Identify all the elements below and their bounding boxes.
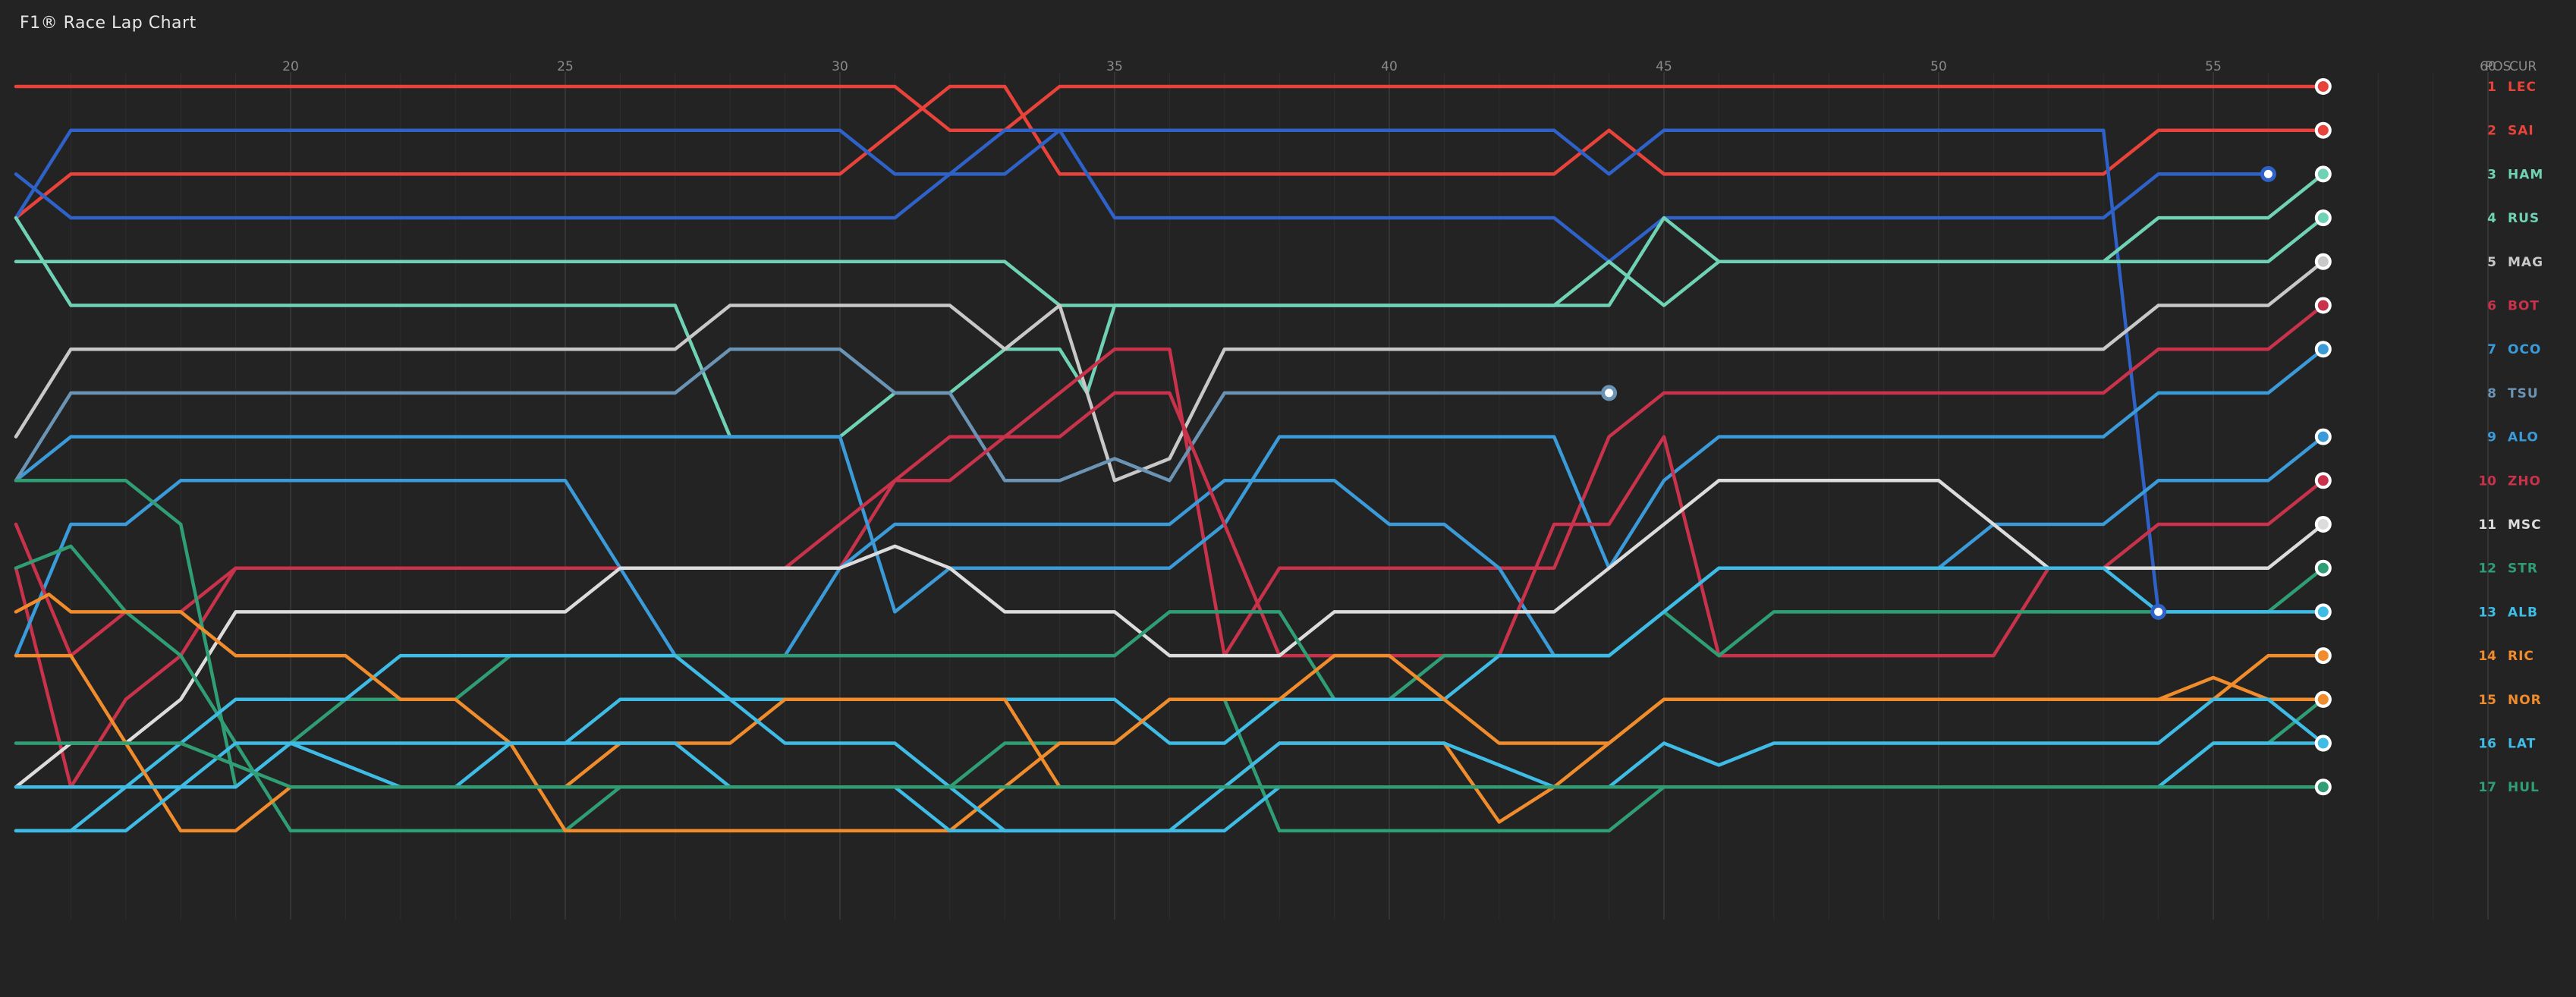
legend-driver-code: LEC [2508, 80, 2537, 95]
driver-line [14, 172, 2326, 439]
finish-marker [2314, 559, 2332, 577]
finish-marker [2314, 690, 2332, 708]
x-tick-label: 20 [282, 59, 299, 74]
legend-position: 17 [2478, 780, 2496, 795]
legend-driver-code: NOR [2508, 693, 2542, 708]
legend-position: 3 [2487, 167, 2496, 182]
legend-position: 12 [2478, 561, 2496, 577]
legend-position: 10 [2478, 473, 2496, 489]
legend-position: 1 [2487, 80, 2496, 95]
legend-driver-code: TSU [2508, 386, 2539, 401]
driver-line [14, 347, 1611, 483]
x-tick-label: 50 [1930, 59, 1947, 74]
finish-marker [2314, 341, 2332, 358]
legend-position: 16 [2478, 737, 2496, 752]
legend-driver-code: SAI [2508, 124, 2534, 139]
legend-driver-code: LAT [2508, 737, 2536, 752]
legend-position: 8 [2487, 386, 2496, 401]
finish-marker [2314, 297, 2332, 314]
legend-driver-code: STR [2508, 561, 2538, 577]
legend-driver-code: MSC [2508, 517, 2542, 533]
legend-position: 9 [2487, 430, 2496, 445]
finish-marker [2314, 209, 2332, 227]
driver-line [14, 215, 2326, 307]
chart-title: F1® Race Lap Chart [20, 14, 197, 33]
finish-marker [2314, 121, 2332, 139]
legend-position: 5 [2487, 255, 2496, 270]
finish-marker [2314, 78, 2332, 95]
finish-marker [2314, 165, 2332, 183]
x-tick-label: 35 [1106, 59, 1123, 74]
retired-marker [2260, 165, 2276, 182]
driver-line [14, 259, 2326, 483]
retired-marker [1601, 385, 1618, 401]
legend-driver-code: MAG [2508, 255, 2543, 270]
driver-line [14, 741, 2326, 789]
legend-driver-code: ALO [2508, 430, 2539, 445]
legend-driver-code: RUS [2508, 211, 2540, 226]
legend-position: 14 [2478, 649, 2496, 664]
x-tick-label: 25 [557, 59, 574, 74]
finish-marker [2314, 516, 2332, 533]
legend-position: 6 [2487, 299, 2496, 314]
x-tick-label: 40 [1381, 59, 1398, 74]
driver-line [14, 84, 2326, 132]
legend-position: 11 [2478, 517, 2496, 533]
legend-driver-code: BOT [2508, 299, 2540, 314]
cur-header: CUR [2509, 59, 2537, 74]
driver-line [14, 128, 2270, 264]
legend-driver-code: HAM [2508, 167, 2543, 182]
finish-marker [2314, 734, 2332, 752]
legend-position: 4 [2487, 211, 2496, 226]
legend-driver-code: OCO [2508, 342, 2541, 357]
driver-line [14, 84, 2326, 220]
legend-driver-code: RIC [2508, 649, 2534, 664]
x-tick-label: 45 [1656, 59, 1672, 74]
x-tick-label: 55 [2205, 59, 2222, 74]
driver-line [14, 391, 2326, 658]
legend-position: 13 [2478, 605, 2496, 620]
driver-line [14, 566, 2326, 789]
legend-position: 7 [2487, 342, 2496, 357]
legend-driver-code: HUL [2508, 780, 2540, 795]
finish-marker [2314, 253, 2332, 270]
legend-driver-code: ALB [2508, 605, 2538, 620]
finish-marker [2314, 472, 2332, 489]
legend-position: 15 [2478, 693, 2496, 708]
driver-line [14, 479, 2326, 789]
finish-marker [2314, 647, 2332, 665]
legend-position: 2 [2487, 124, 2496, 139]
x-tick-label: 30 [832, 59, 848, 74]
legend-driver-code: ZHO [2508, 473, 2541, 489]
finish-marker [2314, 778, 2332, 796]
driver-line [14, 435, 2326, 658]
pos-header: POS [2485, 59, 2511, 74]
retired-marker [2150, 603, 2167, 620]
x-tick-label: 60 [2480, 59, 2496, 74]
finish-marker [2314, 428, 2332, 445]
finish-marker [2314, 603, 2332, 621]
